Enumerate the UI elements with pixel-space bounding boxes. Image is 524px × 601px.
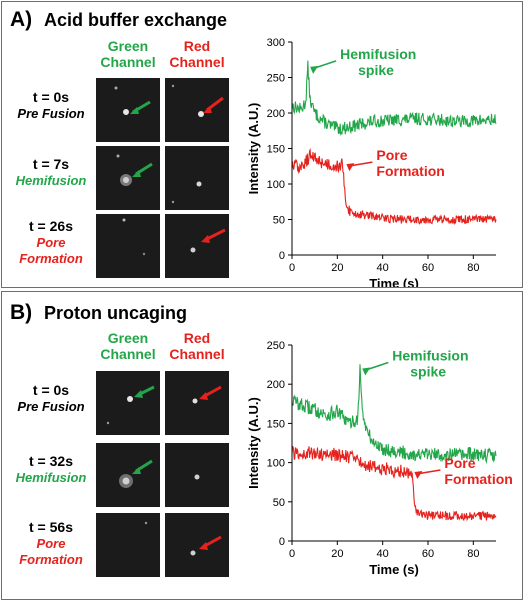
- row-label-t0: t = 0s Pre Fusion: [17, 382, 85, 414]
- annotation-arrowhead: [346, 163, 355, 172]
- x-axis-label: Time (s): [369, 276, 419, 287]
- y-tick-label: 250: [267, 340, 285, 352]
- micrograph-red-b2: [165, 443, 229, 507]
- annotation-label: spike: [410, 364, 446, 380]
- micrograph-red-a3: [165, 214, 229, 278]
- x-tick-label: 60: [422, 548, 434, 560]
- x-tick-label: 0: [289, 262, 295, 274]
- y-tick-label: 300: [267, 37, 285, 49]
- y-tick-label: 200: [267, 379, 285, 391]
- y-tick-label: 100: [267, 179, 285, 191]
- y-tick-label: 100: [267, 458, 285, 470]
- annotation-arrowhead: [310, 65, 319, 74]
- x-tick-label: 0: [289, 548, 295, 560]
- annotation-label: Formation: [444, 471, 512, 487]
- panel-b-letter: B): [10, 301, 33, 324]
- micrograph-red-b3: [165, 513, 229, 577]
- panel-b-title: B) Proton uncaging: [10, 301, 187, 325]
- row-label-t7: t = 7s Hemifusion: [15, 156, 87, 188]
- series-line-1: [291, 147, 497, 226]
- micrograph-green-b2: [96, 443, 160, 507]
- panel-b: B) Proton uncaging Green Channel Red Chann…: [1, 291, 523, 600]
- red-channel-label: Red Channel: [169, 38, 225, 70]
- annotation-label: Pore: [376, 147, 407, 163]
- chart-b: 0 50 100 150 200 250 0 20 40 60 80 Time (s) Intensit…: [246, 340, 513, 577]
- micrograph-green-a2: [96, 146, 160, 210]
- y-tick-label: 0: [279, 250, 285, 262]
- micrograph-green-a1: [96, 78, 160, 142]
- y-tick-label: 250: [267, 73, 285, 85]
- row-label-t32: t = 32s Hemifusion: [15, 453, 87, 485]
- x-tick-label: 20: [331, 262, 343, 274]
- row-label-t0: t = 0s Pre Fusion: [17, 89, 85, 121]
- annotation-label: Formation: [376, 163, 444, 179]
- x-axis-label: Time (s): [369, 562, 419, 577]
- x-tick-label: 40: [377, 262, 389, 274]
- micrograph-green-b3: [96, 513, 160, 577]
- series-line-0: [291, 364, 497, 464]
- y-tick-label: 200: [267, 108, 285, 120]
- y-axis-label: Intensity (A.U.): [246, 397, 261, 489]
- annotation-label: Pore: [444, 455, 475, 471]
- x-tick-label: 20: [331, 548, 343, 560]
- panel-a-letter: A): [10, 8, 33, 31]
- x-tick-label: 80: [467, 548, 479, 560]
- micrograph-green-b1: [96, 371, 160, 435]
- series-line-1: [291, 445, 497, 522]
- y-tick-label: 50: [273, 215, 285, 227]
- y-tick-label: 150: [267, 418, 285, 430]
- y-tick-label: 0: [279, 536, 285, 548]
- row-label-t56: t = 56s Pore Formation: [19, 519, 83, 567]
- row-label-t26: t = 26s Pore Formation: [19, 218, 83, 266]
- annotation-label: spike: [358, 62, 394, 78]
- green-channel-label: Green Channel: [100, 38, 156, 70]
- y-axis-label: Intensity (A.U.): [246, 103, 261, 195]
- annotation-arrowhead: [414, 471, 423, 480]
- micrograph-red-b1: [165, 371, 229, 435]
- y-tick-label: 150: [267, 144, 285, 156]
- annotation-label: Hemifusion: [340, 46, 416, 62]
- x-tick-label: 80: [467, 262, 479, 274]
- annotation-arrowhead: [362, 367, 371, 376]
- annotation-label: Hemifusion: [392, 348, 468, 364]
- panel-b-title-text: Proton uncaging: [44, 303, 188, 323]
- x-tick-label: 40: [377, 548, 389, 560]
- panel-a-title: A) Acid buffer exchange: [10, 8, 227, 32]
- chart-a: 0 50 100 150 200 250 300 0 20 40 60 80 Time (s) Inten…: [246, 37, 497, 287]
- micrograph-green-a3: [96, 214, 160, 278]
- series-line-0: [291, 60, 497, 137]
- micrograph-red-a2: [165, 146, 229, 210]
- x-tick-label: 60: [422, 262, 434, 274]
- y-tick-label: 50: [273, 497, 285, 509]
- panel-a-title-text: Acid buffer exchange: [44, 10, 228, 30]
- panel-a: A) Acid buffer exchange Green Channel Red…: [1, 1, 523, 288]
- micrograph-red-a1: [165, 78, 229, 142]
- green-channel-label: Green Channel: [100, 330, 156, 362]
- red-channel-label: Red Channel: [169, 330, 225, 362]
